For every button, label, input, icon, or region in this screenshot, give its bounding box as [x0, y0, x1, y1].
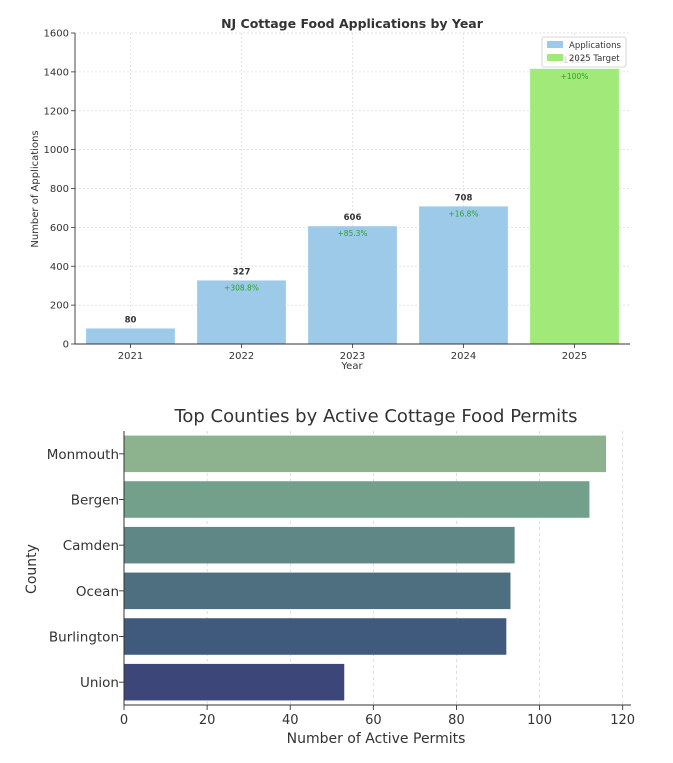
bar-growth-label: +16.8%	[448, 209, 478, 218]
applications-by-year-chart: NJ Cottage Food Applications by Year Num…	[30, 16, 630, 372]
bar-ocean	[124, 572, 511, 610]
bar-2025	[530, 68, 619, 344]
bar-value-label: 80	[125, 315, 137, 325]
bar-camden	[124, 526, 515, 564]
chart1-xtick-label: 2023	[340, 351, 365, 362]
bar-bergen	[124, 481, 590, 518]
chart1-title: NJ Cottage Food Applications by Year	[221, 16, 484, 31]
bar-union	[124, 663, 345, 701]
legend-swatch-2025-target	[547, 54, 563, 61]
chart1-ytick-label: 1600	[44, 29, 69, 40]
bar-burlington	[124, 618, 507, 655]
bar-monmouth	[124, 435, 607, 473]
chart1-ytick-label: 1000	[44, 145, 69, 156]
bar-value-label: 708	[455, 193, 473, 203]
chart1-ytick-label: 0	[63, 340, 69, 351]
bar-2023	[308, 226, 397, 344]
chart1-xtick-label: 2022	[229, 351, 254, 362]
chart2-xtick-label: 20	[199, 713, 216, 728]
chart2-xtick-label: 0	[120, 713, 128, 728]
chart2-ytick-label: Monmouth	[47, 447, 119, 463]
chart1-ytick-label: 600	[50, 223, 69, 234]
chart2-xtick-label: 40	[282, 713, 299, 728]
chart1-xtick-label: 2025	[562, 351, 587, 362]
chart2-xlabel: Number of Active Permits	[287, 731, 466, 747]
legend-swatch-applications	[547, 41, 563, 48]
chart1-legend: Applications 2025 Target	[541, 36, 627, 68]
chart1-ytick-label: 1200	[44, 106, 69, 117]
counties-by-permits-chart: Top Counties by Active Cottage Food Perm…	[24, 406, 635, 747]
chart1-ylabel: Number of Applications	[30, 130, 41, 247]
bar-growth-label: +85.3%	[337, 229, 367, 238]
bar-value-label: 327	[233, 267, 251, 277]
chart1-ytick-label: 200	[50, 301, 69, 312]
bar-2024	[419, 206, 508, 344]
chart1-ytick-label: 800	[50, 184, 69, 195]
chart1-xtick-label: 2021	[118, 351, 143, 362]
legend-label-applications: Applications	[569, 41, 621, 51]
bar-growth-label: +100%	[561, 72, 589, 81]
chart2-xtick-label: 120	[610, 713, 635, 728]
chart2-ytick-label: Ocean	[76, 584, 119, 600]
chart1-ytick-label: 1400	[44, 67, 69, 78]
chart2-xtick-label: 100	[527, 713, 552, 728]
chart2-ytick-label: Bergen	[71, 493, 119, 509]
bar-2021	[86, 328, 175, 344]
legend-label-2025-target: 2025 Target	[569, 54, 620, 64]
bar-growth-label: +308.8%	[224, 283, 259, 292]
bar-2022	[197, 280, 286, 344]
chart1-xtick-label: 2024	[451, 351, 476, 362]
chart2-xtick-label: 60	[365, 713, 382, 728]
chart2-ylabel: County	[24, 544, 40, 594]
chart2-ytick-label: Burlington	[49, 630, 119, 646]
chart2-xtick-label: 80	[448, 713, 465, 728]
chart2-ytick-label: Camden	[63, 538, 119, 554]
chart1-xlabel: Year	[340, 361, 363, 372]
chart1-ytick-label: 400	[50, 262, 69, 273]
chart2-title: Top Counties by Active Cottage Food Perm…	[173, 406, 577, 427]
bar-value-label: 606	[344, 213, 362, 223]
chart2-ytick-label: Union	[80, 675, 119, 691]
